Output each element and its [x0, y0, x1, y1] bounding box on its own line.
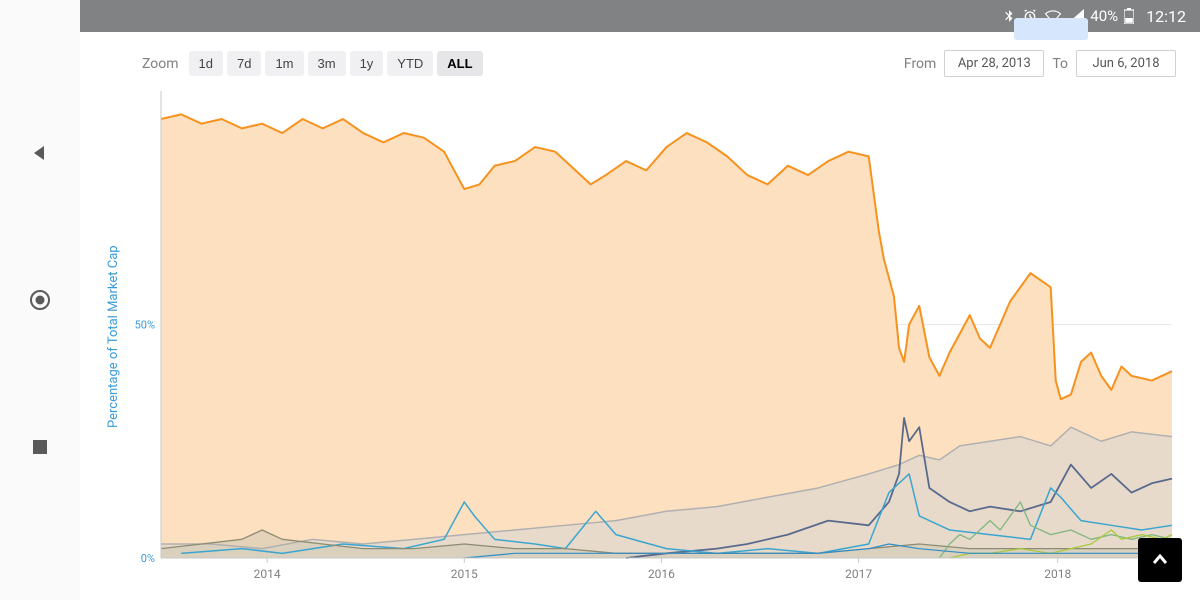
- from-label: From: [904, 56, 936, 72]
- zoom-btn-3m[interactable]: 3m: [308, 51, 346, 76]
- zoom-buttons-container: 1d7d1m3m1yYTDALL: [189, 51, 483, 76]
- main-panel: 40% 12:12 Zoom 1d7d1m3m1yYTDALL From Apr…: [80, 0, 1200, 600]
- chart-wrap: Percentage of Total Market Cap 0% 50% 2014…: [104, 87, 1176, 586]
- chart-svg: 0% 50% 2014 2015 2016 2017 2018: [123, 87, 1176, 586]
- svg-text:50%: 50%: [135, 319, 155, 332]
- svg-text:0%: 0%: [141, 552, 155, 565]
- to-label: To: [1052, 56, 1068, 72]
- back-triangle-icon: [31, 144, 49, 162]
- zoom-btn-1m[interactable]: 1m: [265, 51, 303, 76]
- nav-overview-button[interactable]: [29, 436, 51, 458]
- chart-area[interactable]: 0% 50% 2014 2015 2016 2017 2018: [123, 87, 1176, 586]
- nav-back-button[interactable]: [29, 142, 51, 164]
- scroll-top-button[interactable]: [1138, 538, 1182, 582]
- zoom-btn-all[interactable]: ALL: [437, 51, 482, 76]
- home-circle-icon: [29, 289, 51, 311]
- zoom-label: Zoom: [142, 56, 179, 72]
- date-range-group: From Apr 28, 2013 To Jun 6, 2018: [904, 50, 1176, 77]
- zoom-btn-ytd[interactable]: YTD: [387, 51, 433, 76]
- svg-text:2015: 2015: [451, 567, 478, 581]
- zoom-group: Zoom 1d7d1m3m1yYTDALL: [142, 51, 483, 76]
- svg-text:2017: 2017: [845, 567, 872, 581]
- chart-content: Zoom 1d7d1m3m1yYTDALL From Apr 28, 2013 …: [80, 32, 1200, 600]
- controls-row: Zoom 1d7d1m3m1yYTDALL From Apr 28, 2013 …: [104, 50, 1176, 77]
- zoom-btn-1d[interactable]: 1d: [189, 51, 223, 76]
- battery-pct-label: 40%: [1090, 7, 1118, 25]
- android-nav-rail: [0, 0, 80, 600]
- to-date-input[interactable]: Jun 6, 2018: [1076, 50, 1176, 77]
- battery-icon: [1124, 8, 1134, 24]
- y-axis-label: Percentage of Total Market Cap: [104, 87, 123, 586]
- zoom-btn-1y[interactable]: 1y: [350, 51, 384, 76]
- svg-text:2018: 2018: [1044, 567, 1071, 581]
- svg-text:2016: 2016: [648, 567, 675, 581]
- nav-home-button[interactable]: [29, 289, 51, 311]
- chevron-up-icon: [1150, 550, 1170, 570]
- status-time: 12:12: [1146, 7, 1186, 26]
- overview-square-icon: [31, 438, 49, 456]
- zoom-btn-7d[interactable]: 7d: [227, 51, 261, 76]
- from-date-input[interactable]: Apr 28, 2013: [944, 50, 1044, 77]
- highlight-pill: [1014, 18, 1088, 40]
- svg-text:2014: 2014: [254, 567, 281, 581]
